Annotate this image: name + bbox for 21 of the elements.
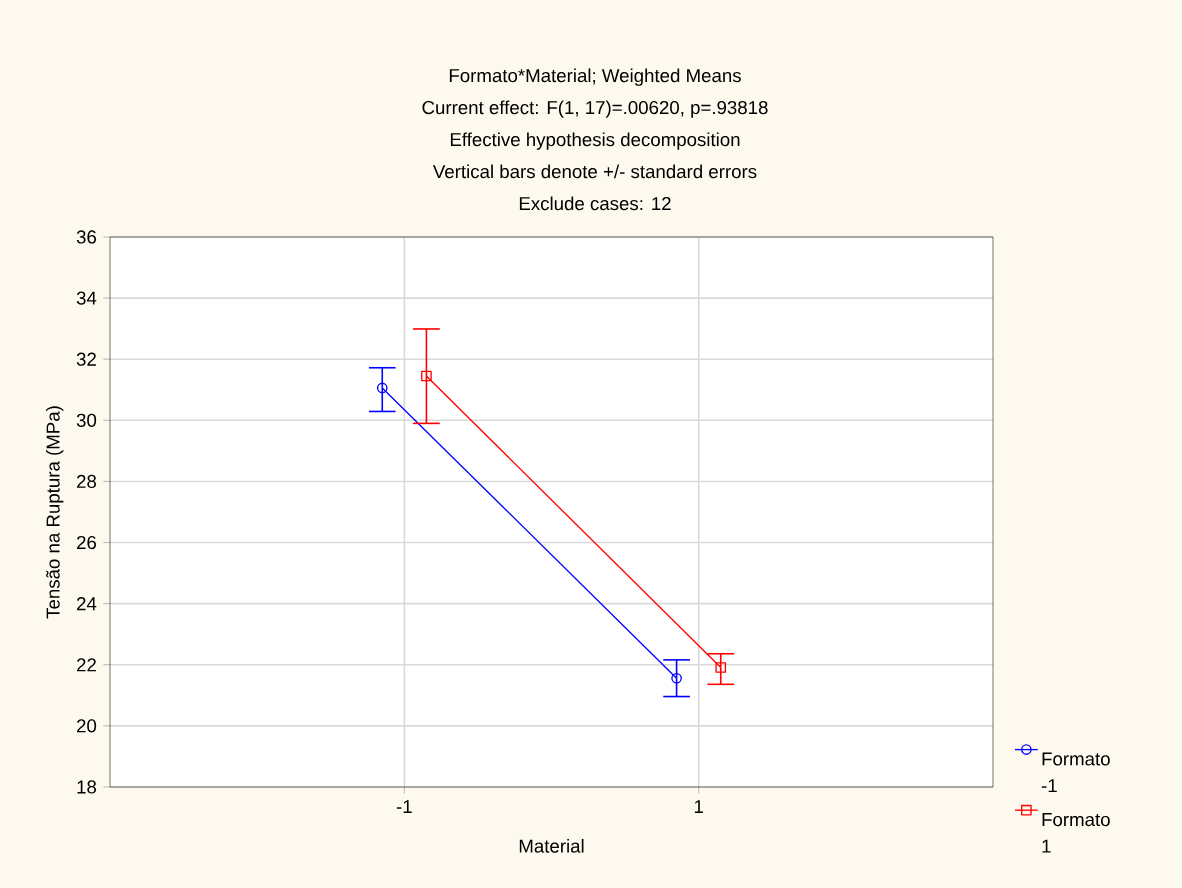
y-tick-label: 18: [77, 780, 97, 794]
x-tick-label: 1: [694, 800, 703, 813]
legend-label: Formato -1: [1041, 752, 1110, 793]
y-tick-label: 22: [77, 658, 96, 672]
y-tick-label: 24: [77, 597, 97, 611]
text: Vertical bars denote +/- standard errors: [432, 164, 757, 179]
x-tick-label: -1: [396, 800, 412, 813]
y-tick-label: 28: [77, 474, 97, 489]
y-tick-label: 34: [76, 291, 97, 305]
chart-subtitle: Current effect: F(1, 17)=.00620, p=.93818: [422, 100, 768, 118]
chart-title: Formato*Material; Weighted Means: [449, 68, 741, 86]
y-tick-label: 20: [77, 719, 97, 733]
text: Effective hypothesis decomposition: [450, 132, 740, 150]
text: Exclude cases: 12: [519, 196, 671, 211]
legend-label: Formato 1: [1042, 813, 1110, 853]
y-tick-label: 30: [76, 413, 97, 427]
y-tick-label: 26: [77, 535, 97, 550]
x-axis-title: Material: [519, 839, 584, 853]
y-tick-label: 36: [76, 230, 97, 244]
y-tick-label: 32: [76, 352, 96, 366]
y-axis-title: Tensão na Ruptura (MPa): [45, 406, 64, 619]
